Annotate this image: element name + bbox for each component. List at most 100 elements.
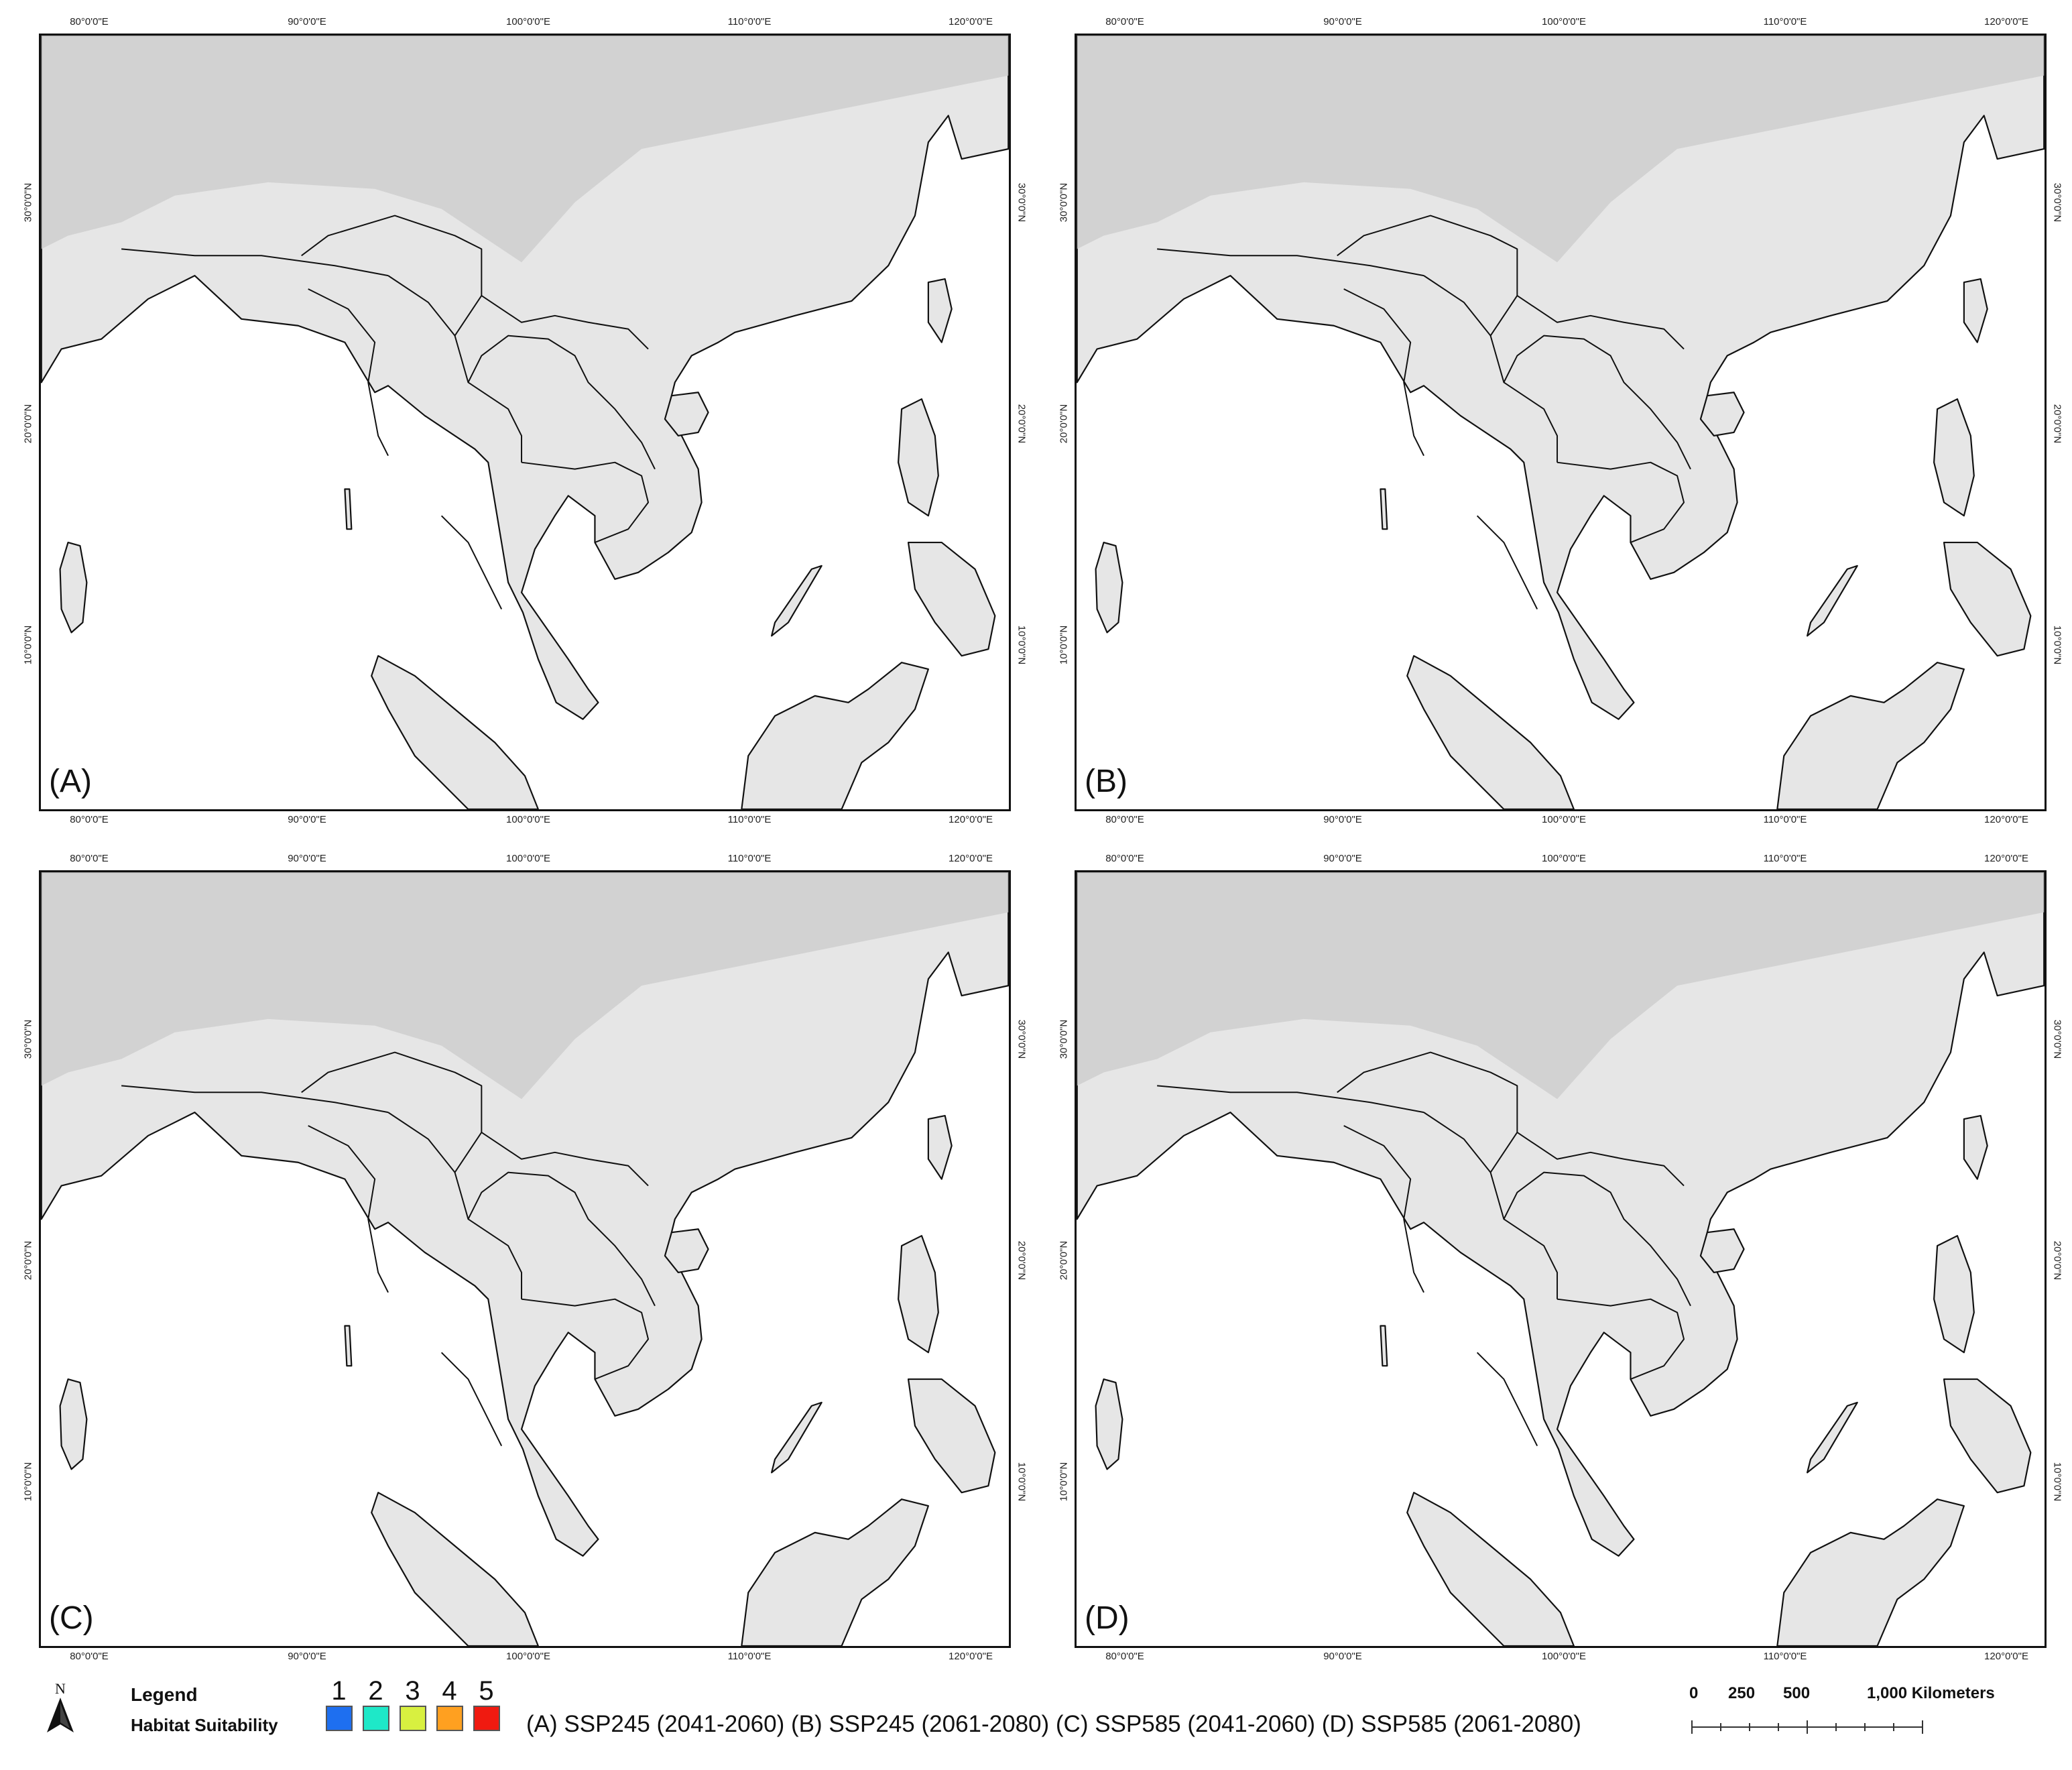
border-layer xyxy=(121,1051,656,1446)
land-polygon xyxy=(898,1235,939,1354)
land-polygon xyxy=(1380,488,1388,530)
border-layer xyxy=(1157,215,1691,609)
lat-tick-label: 30°0'0"N xyxy=(22,1019,34,1059)
class-label: 4 xyxy=(442,1676,457,1706)
map-panel-b: (B) xyxy=(1075,34,2047,811)
land-polygon xyxy=(927,278,953,343)
lon-tick-label: 110°0'0"E xyxy=(1763,814,1807,825)
lon-tick-label: 120°0'0"E xyxy=(1984,814,2028,825)
land-polygon xyxy=(371,1492,539,1646)
lon-tick-label: 90°0'0"E xyxy=(1323,16,1362,27)
land-polygon xyxy=(664,392,709,436)
map-panel-c: (C) xyxy=(39,870,1011,1648)
lat-tick-label: 20°0'0"N xyxy=(22,1240,34,1281)
land-polygon xyxy=(1776,662,1965,809)
scale-bar-ruler xyxy=(1691,1720,1923,1734)
land-polygon xyxy=(59,541,88,634)
lon-tick-label: 100°0'0"E xyxy=(1542,853,1586,864)
land-polygon xyxy=(927,1115,953,1180)
country-border xyxy=(308,288,389,457)
lon-tick-label: 120°0'0"E xyxy=(949,814,993,825)
land-polygon xyxy=(1380,1325,1388,1367)
lon-tick-label: 100°0'0"E xyxy=(1542,1651,1586,1662)
scale-label-250: 250 xyxy=(1728,1684,1756,1702)
country-border xyxy=(1503,335,1691,470)
country-border xyxy=(1516,295,1685,350)
land-polygon xyxy=(1963,1115,1988,1180)
lat-tick-label: 10°0'0"N xyxy=(2051,625,2063,665)
land-polygon xyxy=(344,1325,353,1367)
land-polygon xyxy=(741,662,929,809)
land-polygon xyxy=(1943,1378,2032,1494)
land-polygon xyxy=(898,398,939,517)
country-border xyxy=(1476,1352,1538,1446)
scale-label-0: 0 xyxy=(1689,1684,1699,1702)
map-canvas-d xyxy=(1077,872,2045,1646)
map-panel-d: (D) xyxy=(1075,870,2047,1648)
lon-tick-label: 80°0'0"E xyxy=(70,853,109,864)
lon-tick-label: 110°0'0"E xyxy=(1763,1651,1807,1662)
plateau-shading xyxy=(1077,36,2045,263)
border-layer xyxy=(1157,1051,1691,1446)
country-border xyxy=(1516,1132,1685,1187)
lon-tick-label: 80°0'0"E xyxy=(1105,1651,1144,1662)
lat-tick-label: 30°0'0"N xyxy=(2051,1019,2063,1059)
lon-tick-label: 90°0'0"E xyxy=(1323,853,1362,864)
lat-tick-label: 30°0'0"N xyxy=(22,182,34,223)
country-border xyxy=(1557,461,1685,543)
lon-tick-label: 120°0'0"E xyxy=(1984,16,2028,27)
lat-tick-label: 10°0'0"N xyxy=(1016,625,1028,665)
lat-tick-label: 30°0'0"N xyxy=(1058,1019,1070,1059)
lon-tick-label: 100°0'0"E xyxy=(506,814,550,825)
land-polygon xyxy=(371,655,539,809)
lon-tick-label: 80°0'0"E xyxy=(1105,16,1144,27)
country-border xyxy=(481,295,649,350)
land-polygon xyxy=(1406,655,1575,809)
land-polygon xyxy=(1806,1401,1858,1474)
land-polygon xyxy=(1095,1378,1123,1470)
class-swatch xyxy=(325,1706,353,1731)
plateau-shading xyxy=(1077,872,2045,1100)
map-canvas-b xyxy=(1077,36,2045,809)
land-polygon xyxy=(1699,392,1745,436)
lon-tick-label: 110°0'0"E xyxy=(727,1651,772,1662)
land-polygon xyxy=(1077,872,2045,1557)
lat-tick-label: 10°0'0"N xyxy=(22,625,34,665)
lat-tick-label: 20°0'0"N xyxy=(1016,404,1028,444)
lon-tick-label: 110°0'0"E xyxy=(727,16,772,27)
class-item: 4 xyxy=(435,1676,464,1731)
land-polygon xyxy=(1943,541,2032,657)
lon-tick-label: 80°0'0"E xyxy=(70,1651,109,1662)
lat-tick-label: 30°0'0"N xyxy=(1016,182,1028,223)
scale-bar: 0 250 500 1,000 Kilometers xyxy=(1689,1684,2038,1745)
land-polygon xyxy=(41,36,1009,720)
panel-label-a: (A) xyxy=(49,764,92,799)
country-border xyxy=(1343,1125,1424,1293)
map-canvas-a xyxy=(41,36,1009,809)
land-polygon xyxy=(1699,1228,1745,1273)
country-border xyxy=(440,515,503,609)
land-polygon xyxy=(1406,1492,1575,1646)
lat-tick-label: 20°0'0"N xyxy=(22,404,34,444)
lon-tick-label: 120°0'0"E xyxy=(949,1651,993,1662)
lon-tick-label: 90°0'0"E xyxy=(1323,814,1362,825)
scale-label-1000: 1,000 Kilometers xyxy=(1867,1684,1995,1702)
lat-tick-label: 20°0'0"N xyxy=(2051,404,2063,444)
panel-label-d: (D) xyxy=(1085,1600,1130,1636)
land-polygon xyxy=(1776,1498,1965,1646)
lon-tick-label: 120°0'0"E xyxy=(1984,1651,2028,1662)
class-label: 2 xyxy=(368,1676,383,1706)
lat-tick-label: 20°0'0"N xyxy=(1058,404,1070,444)
land-layer xyxy=(41,36,1009,809)
scenario-caption: (A) SSP245 (2041-2060) (B) SSP245 (2061-… xyxy=(526,1711,1581,1737)
lon-tick-label: 90°0'0"E xyxy=(288,853,326,864)
legend-title: Legend xyxy=(131,1684,198,1705)
land-polygon xyxy=(770,1401,822,1474)
lat-tick-label: 20°0'0"N xyxy=(1016,1240,1028,1281)
class-label: 5 xyxy=(479,1676,494,1706)
map-panel-a: (A) xyxy=(39,34,1011,811)
lat-tick-label: 30°0'0"N xyxy=(1016,1019,1028,1059)
land-polygon xyxy=(907,541,996,657)
country-border xyxy=(481,1132,649,1187)
country-border xyxy=(440,1352,503,1446)
